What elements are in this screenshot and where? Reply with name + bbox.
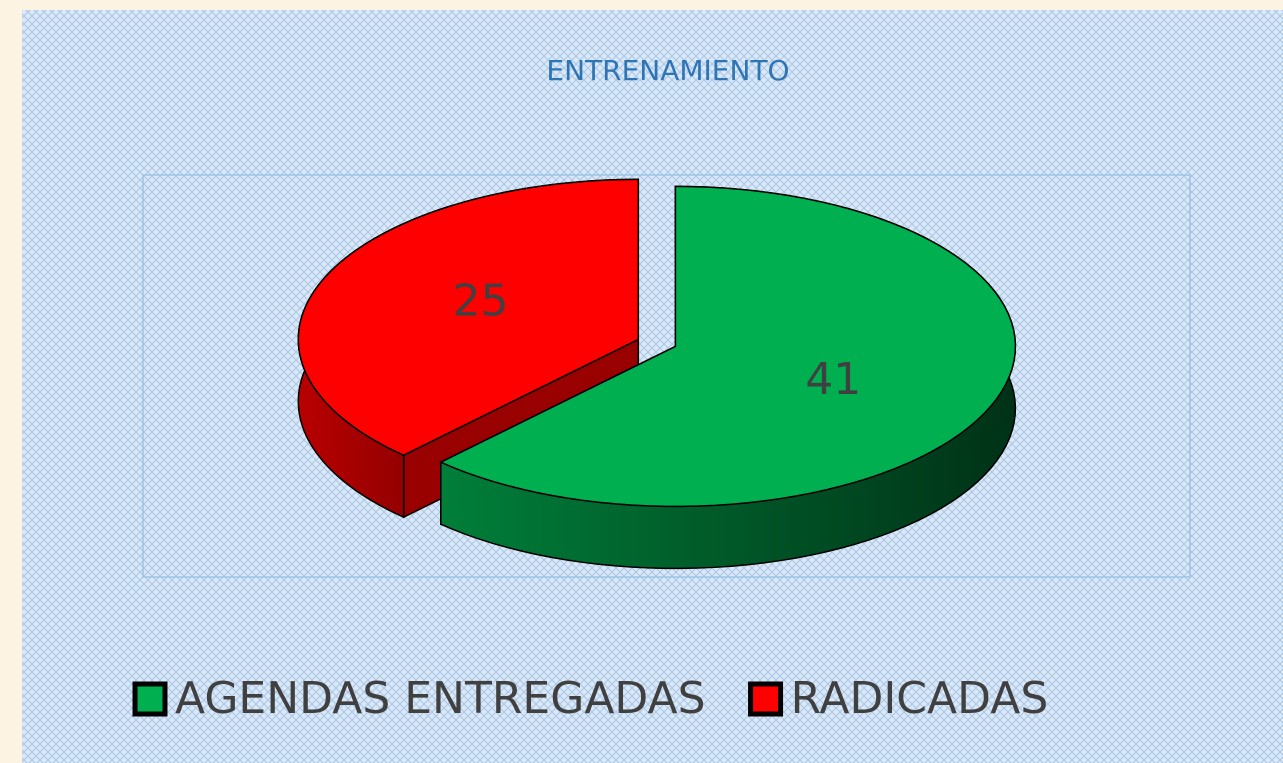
legend: AGENDAS ENTREGADAS RADICADAS: [132, 673, 1049, 724]
data-label: 25: [452, 276, 508, 327]
legend-label: AGENDAS ENTREGADAS: [175, 673, 706, 724]
chart-title: ENTRENAMIENTO: [546, 54, 789, 87]
slice-side-shade: [440, 186, 1016, 569]
slice: [297, 178, 640, 457]
legend-swatch: [748, 681, 784, 717]
legend-swatch: [132, 681, 168, 717]
plot-area: [142, 174, 1191, 578]
pie: 25 41: [297, 178, 1017, 570]
legend-label: RADICADAS: [791, 673, 1049, 724]
slice: [439, 185, 1017, 508]
data-label: 41: [805, 354, 861, 405]
